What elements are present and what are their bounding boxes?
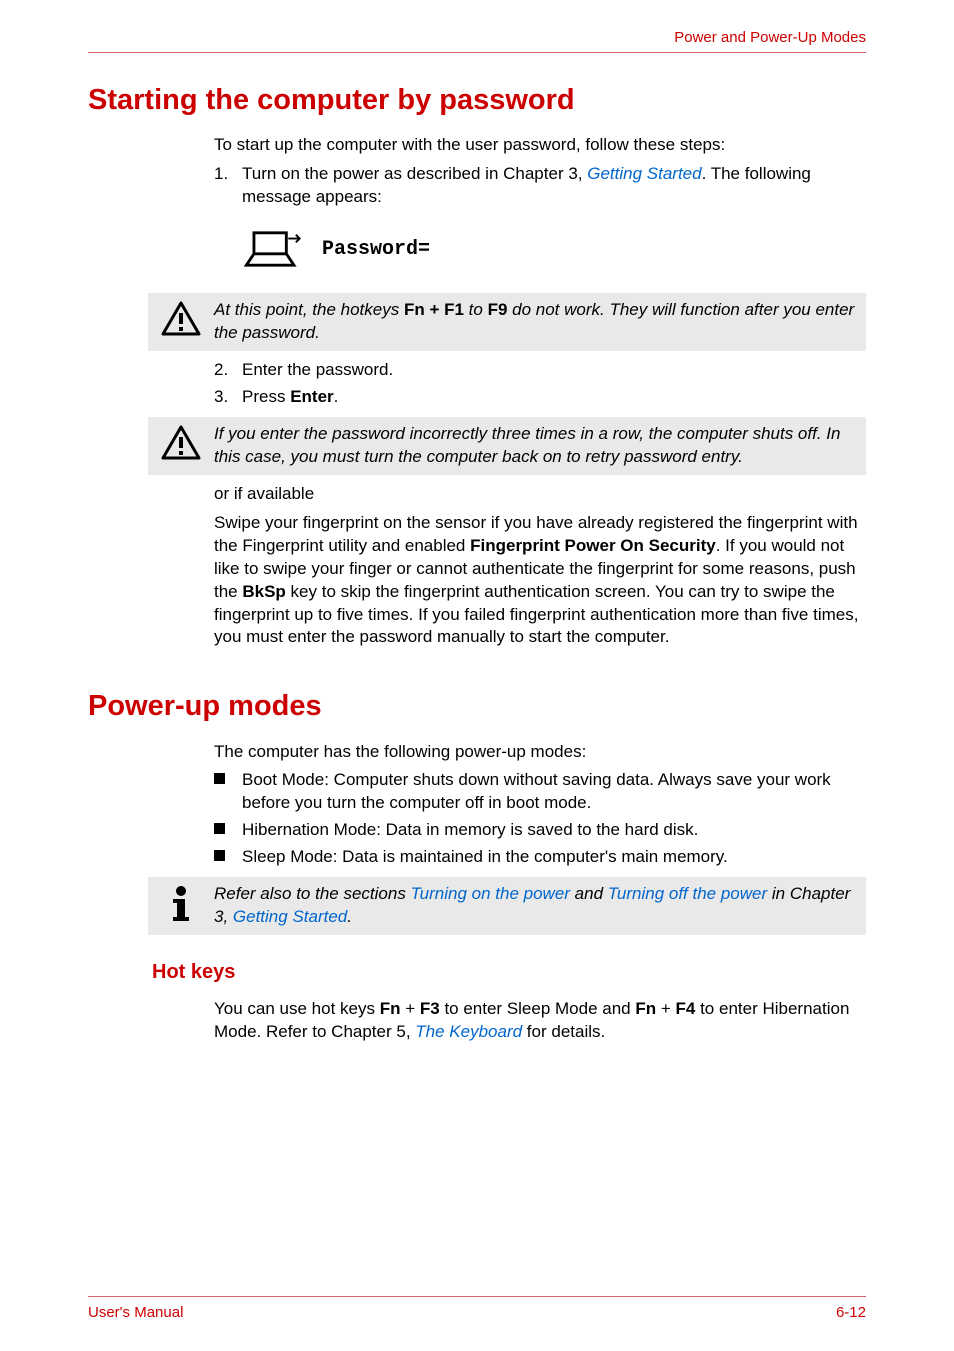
hk-d: for details. — [522, 1022, 605, 1041]
screen-password-prompt: Password= — [322, 236, 430, 263]
w1-plus: + — [425, 300, 444, 319]
heading-starting-computer: Starting the computer by password — [88, 81, 866, 120]
info-refer-sections: Refer also to the sections Turning on th… — [148, 877, 866, 935]
w1-f1: F1 — [444, 300, 464, 319]
bullet-icon — [214, 819, 242, 842]
link-getting-started-2[interactable]: Getting Started — [233, 907, 347, 926]
step-text: Press Enter. — [242, 386, 866, 409]
w1a: At this point, the hotkeys — [214, 300, 404, 319]
hk-fn1: Fn — [380, 999, 401, 1018]
step-2: 2. Enter the password. — [214, 359, 866, 382]
heading-hotkeys: Hot keys — [152, 959, 866, 986]
link-the-keyboard[interactable]: The Keyboard — [415, 1022, 522, 1041]
s3b: . — [334, 387, 339, 406]
iand: and — [570, 884, 608, 903]
mode-hibernation: Hibernation Mode: Data in memory is save… — [214, 819, 866, 842]
hk-fn2: Fn — [635, 999, 656, 1018]
footer-page-number: 6-12 — [836, 1303, 866, 1323]
ia: Refer also to the sections — [214, 884, 411, 903]
step1-part-a: Turn on the power as described in Chapte… — [242, 164, 587, 183]
hk-a: You can use hot keys — [214, 999, 380, 1018]
bullet-text: Sleep Mode: Data is maintained in the co… — [242, 846, 866, 869]
step-text: Turn on the power as described in Chapte… — [242, 163, 866, 209]
bullet-text: Hibernation Mode: Data in memory is save… — [242, 819, 866, 842]
caution-hotkeys: At this point, the hotkeys Fn + F1 to F9… — [148, 293, 866, 351]
link-turning-on[interactable]: Turning on the power — [411, 884, 570, 903]
step-number: 3. — [214, 386, 242, 409]
screen-output-row: Password= — [244, 229, 866, 269]
hk-b: to enter Sleep Mode and — [440, 999, 636, 1018]
link-turning-off[interactable]: Turning off the power — [608, 884, 767, 903]
hotkeys-paragraph: You can use hot keys Fn + F3 to enter Sl… — [214, 998, 866, 1044]
fp-bold: Fingerprint Power On Security — [470, 536, 716, 555]
heading-powerup-modes: Power-up modes — [88, 687, 866, 726]
ic: . — [347, 907, 352, 926]
caution-icon — [161, 425, 201, 461]
page-footer: User's Manual 6-12 — [88, 1296, 866, 1323]
caution-wrong-password: If you enter the password incorrectly th… — [148, 417, 866, 475]
bullet-text: Boot Mode: Computer shuts down without s… — [242, 769, 866, 815]
w1-fn: Fn — [404, 300, 425, 319]
intro-text: To start up the computer with the user p… — [214, 134, 866, 157]
laptop-icon — [244, 229, 302, 269]
s3a: Press — [242, 387, 290, 406]
bullet-icon — [214, 846, 242, 869]
hk-f3: F3 — [420, 999, 440, 1018]
footer-manual-label: User's Manual — [88, 1303, 183, 1323]
bullet-icon — [214, 769, 242, 815]
footer-rule — [88, 1296, 866, 1297]
step-number: 1. — [214, 163, 242, 209]
step-3: 3. Press Enter. — [214, 386, 866, 409]
fpc: key to skip the fingerprint authenticati… — [214, 582, 858, 647]
w1-to: to — [464, 300, 488, 319]
hk-p1: + — [401, 999, 420, 1018]
s3-enter: Enter — [290, 387, 333, 406]
caution-text: If you enter the password incorrectly th… — [214, 423, 856, 469]
info-icon — [165, 885, 197, 923]
mode-boot: Boot Mode: Computer shuts down without s… — [214, 769, 866, 815]
fp-bksp: BkSp — [242, 582, 285, 601]
caution-icon — [161, 301, 201, 337]
hk-p2: + — [656, 999, 675, 1018]
header-chapter-label: Power and Power-Up Modes — [88, 28, 866, 52]
link-getting-started[interactable]: Getting Started — [587, 164, 701, 183]
header-rule — [88, 52, 866, 53]
step-1: 1. Turn on the power as described in Cha… — [214, 163, 866, 209]
caution-text: At this point, the hotkeys Fn + F1 to F9… — [214, 299, 856, 345]
or-available: or if available — [214, 483, 866, 506]
mode-sleep: Sleep Mode: Data is maintained in the co… — [214, 846, 866, 869]
step-text: Enter the password. — [242, 359, 866, 382]
hk-f4: F4 — [676, 999, 696, 1018]
fingerprint-paragraph: Swipe your fingerprint on the sensor if … — [214, 512, 866, 650]
info-text: Refer also to the sections Turning on th… — [214, 883, 856, 929]
modes-intro: The computer has the following power-up … — [214, 741, 866, 764]
w1-f9: F9 — [488, 300, 508, 319]
step-number: 2. — [214, 359, 242, 382]
